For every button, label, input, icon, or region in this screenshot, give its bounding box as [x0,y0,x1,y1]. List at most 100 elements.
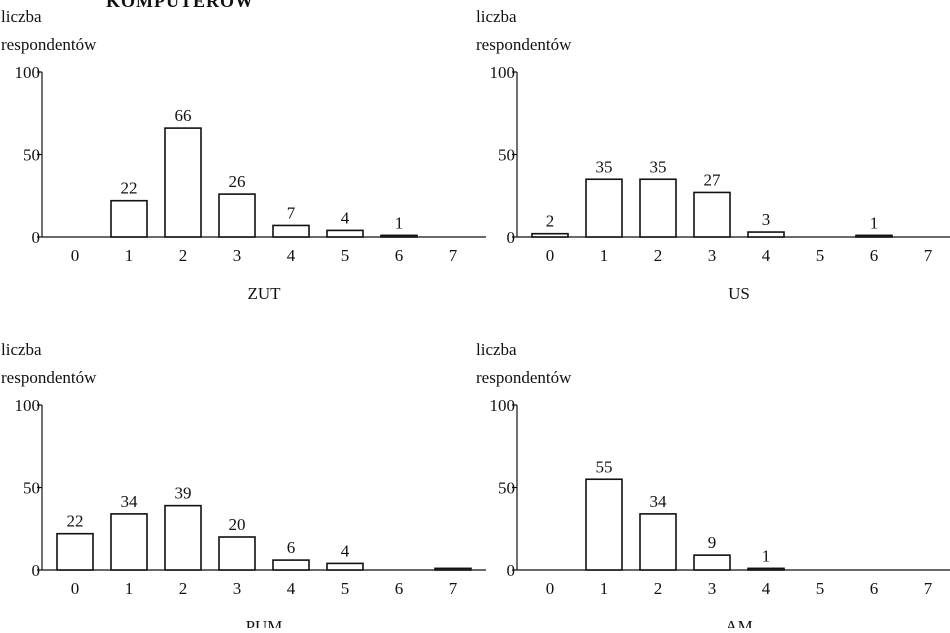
data-label-1: 55 [596,457,613,476]
data-label-3: 20 [229,515,246,534]
x-tick-label-5: 5 [341,579,350,598]
x-tick-label-0: 0 [546,579,555,598]
data-label-2: 39 [175,484,192,503]
data-label-2: 66 [175,106,192,125]
data-label-3: 27 [704,170,722,189]
bar-2 [639,178,677,238]
chart-pum: liczbarespondentów0501002203413922036445… [1,340,486,633]
bar-2 [164,127,202,238]
x-tick-label-6: 6 [870,246,879,265]
data-label-4: 7 [287,203,296,222]
x-tick-label-1: 1 [125,579,134,598]
x-tick-label-2: 2 [654,579,663,598]
y-tick-label: 50 [498,146,515,165]
y-axis-title-line-2: respondentów [476,35,572,54]
bar-2 [639,513,677,571]
x-tick-label-6: 6 [870,579,879,598]
x-tick-label-7: 7 [924,246,933,265]
y-axis-title-line-1: liczba [476,7,517,26]
bar-0 [531,232,569,238]
chart-zut: liczba respondentów 0 50 100 0 22 1 66 2 26 3 7 4 4 5 1 6… [1,7,486,303]
bar-2 [164,504,202,571]
y-tick-label: 0 [507,561,516,580]
x-tick-label-4: 4 [762,246,771,265]
y-tick-label: 100 [490,63,516,82]
bar-3 [693,191,731,238]
y-tick-label: 100 [15,396,41,415]
x-axis-title: US [728,284,750,303]
y-axis-title-line-2: respondentów [1,35,97,54]
y-axis-title-line-2: respondentów [1,368,97,387]
x-tick-label-1: 1 [600,579,609,598]
x-tick-label-0: 0 [71,579,80,598]
y-axis-title-line-2: respondentów [476,368,572,387]
data-label-5: 4 [341,541,350,560]
x-tick-label-3: 3 [708,579,717,598]
data-label-4: 3 [762,210,771,229]
bar-3 [693,554,731,571]
data-label-4: 6 [287,538,296,557]
data-label-2: 35 [650,157,667,176]
data-label-0: 2 [546,212,555,231]
bar-5 [326,229,364,238]
bar-1 [110,513,148,571]
x-tick-label-4: 4 [287,579,296,598]
x-tick-label-2: 2 [654,246,663,265]
x-tick-label-3: 3 [233,579,242,598]
y-tick-label: 100 [15,63,41,82]
data-label-3: 26 [229,172,246,191]
bar-3 [218,193,256,238]
x-tick-label-7: 7 [924,579,933,598]
y-tick-label: 0 [32,561,41,580]
bar-4 [272,559,310,571]
chart-am: liczba respondentów 0 50 100 0 55 1 34 2 9 3 1 4 5 6 7 AM [476,340,950,633]
data-label-1: 35 [596,157,613,176]
bar-1 [585,178,623,238]
y-tick-label: 50 [23,479,40,498]
x-tick-label-1: 1 [600,246,609,265]
x-tick-label-5: 5 [816,579,825,598]
x-tick-label-0: 0 [71,246,80,265]
y-axis-title-line-1: liczba [1,7,42,26]
bar-4 [272,224,310,238]
heading: KOMPUTERÓW [106,0,254,11]
y-tick-label: 0 [507,228,516,247]
data-label-3: 9 [708,533,717,552]
y-tick-label: 100 [490,396,516,415]
x-axis-title: PUM [246,617,283,628]
y-axis-title-line-1: liczba [476,340,517,359]
x-tick-label-3: 3 [233,246,242,265]
x-tick-label-1: 1 [125,246,134,265]
x-tick-label-7: 7 [449,579,458,598]
bar-6 [855,234,893,238]
data-label-0: 22 [67,512,84,531]
y-axis-title-line-1: liczba [1,340,42,359]
y-tick-label: 50 [23,146,40,165]
x-tick-label-7: 7 [449,246,458,265]
bar-1 [585,478,623,571]
bar-1 [110,199,148,238]
x-tick-label-6: 6 [395,579,404,598]
data-label-1: 22 [121,179,138,198]
bar-6 [380,234,418,238]
x-tick-label-3: 3 [708,246,717,265]
x-tick-label-4: 4 [287,246,296,265]
x-tick-label-2: 2 [179,246,188,265]
data-label-5: 4 [341,208,350,227]
chart-us: liczba respondentów 0 50 100 2 0 35 1 35 2 27 3 3 4 5 1 6… [476,7,950,303]
bar-4 [747,231,785,238]
y-tick-label: 50 [498,479,515,498]
data-label-1: 34 [121,492,139,511]
x-tick-label-5: 5 [816,246,825,265]
x-tick-label-4: 4 [762,579,771,598]
data-label-2: 34 [650,492,668,511]
bar-4 [747,567,785,571]
y-tick-label: 0 [32,228,41,247]
x-tick-label-5: 5 [341,246,350,265]
bar-7 [434,567,472,571]
x-tick-label-6: 6 [395,246,404,265]
x-tick-label-0: 0 [546,246,555,265]
data-label-4: 1 [762,546,771,565]
bar-5 [326,562,364,571]
